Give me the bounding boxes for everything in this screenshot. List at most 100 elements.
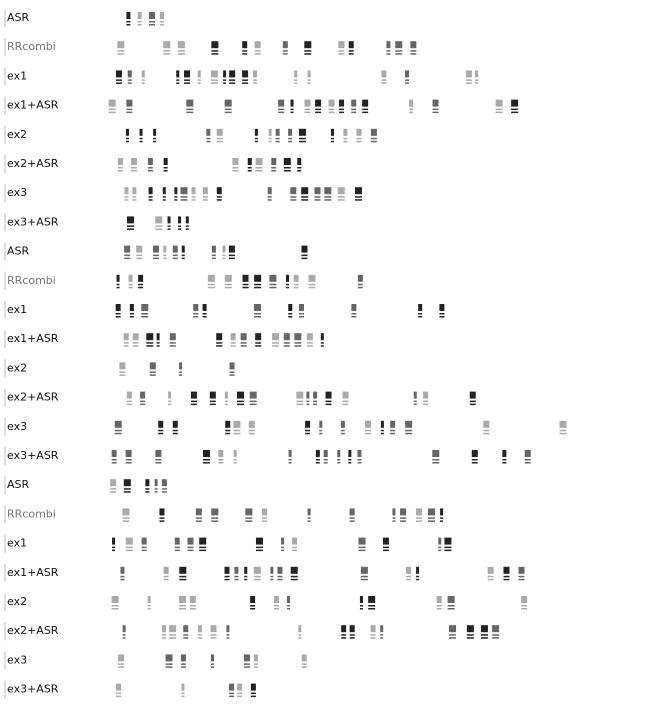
glyph [294,70,297,77]
glyph-tick [298,637,301,639]
glyph-tick [211,520,218,522]
glyph [210,392,216,399]
glyph-tick [294,79,297,81]
glyph-tick [126,24,130,26]
glyph-tick [162,637,166,639]
row-label: ASR [7,245,30,258]
glyph [362,100,368,107]
glyph-tick [371,138,377,140]
glyph-tick [182,255,185,257]
glyph [358,275,363,282]
glyph-tick [315,112,321,114]
glyph-tick [242,79,248,81]
glyph-tick [217,199,222,201]
glyph-tick [321,345,324,347]
glyph [262,508,267,515]
glyph-tick [472,462,478,464]
glyph-tick [281,550,284,552]
glyph-tick [350,634,355,636]
row-label: ex3+ASR [7,449,59,462]
glyph-tick [308,82,311,84]
glyph-tick [119,371,125,373]
glyph-tick [291,112,294,114]
figure: ASRRRcombiex1ex1+ASRex2ex2+ASRex3ex3+ASR… [0,0,654,712]
glyph-tick [234,579,238,581]
glyph [381,70,386,77]
glyph-tick [368,608,375,610]
glyph-tick [176,79,179,81]
glyph-tick [244,663,250,665]
glyph-tick [199,547,206,549]
glyph-tick [350,517,355,519]
glyph-tick [162,488,167,490]
glyph [428,508,435,515]
row-label: ex2 [7,128,27,141]
glyph-tick [350,520,355,522]
glyph [466,70,472,77]
glyph-tick [123,634,126,636]
glyph-tick [211,666,214,668]
glyph [315,100,321,107]
glyph-tick [283,50,288,52]
glyph [350,508,355,515]
glyph [256,538,263,545]
glyph-tick [305,433,310,435]
glyph-tick [400,520,406,522]
glyph [112,596,119,603]
glyph-tick [169,634,176,636]
row-label: RRcombi [7,40,56,53]
glyph [254,567,261,574]
glyph-tick [313,401,317,403]
glyph-tick [519,579,525,581]
glyph-tick [405,82,409,84]
glyph-tick [319,433,322,435]
glyph-tick [294,287,299,289]
glyph-tick [292,547,297,549]
glyph-tick [466,79,472,81]
glyph-tick [116,696,121,698]
glyph-tick [256,550,263,552]
glyph-tick [223,82,226,84]
glyph [164,567,169,574]
glyph-tick [231,342,236,344]
glyph-tick [138,24,142,26]
glyph-tick [164,170,168,172]
glyph-tick [294,82,297,84]
glyph-tick [166,666,173,668]
glyph-tick [186,109,193,111]
glyph-tick [350,637,355,639]
glyph-tick [216,342,222,344]
glyph [390,421,395,428]
glyph-tick [208,284,215,286]
glyph-tick [503,576,509,578]
glyph-tick [153,138,156,140]
glyph [350,625,355,632]
glyph-tick [116,316,121,318]
glyph-tick [392,517,395,519]
glyph-tick [250,404,257,406]
glyph-tick [145,488,149,490]
glyph-tick [109,109,116,111]
glyph [150,362,156,369]
glyph [173,246,178,253]
glyph [296,392,303,399]
glyph [229,684,234,691]
glyph-tick [173,255,178,257]
glyph-tick [126,21,130,23]
glyph-tick [232,167,238,169]
glyph-tick [255,50,261,52]
glyph-tick [178,53,185,55]
glyph-tick [124,491,131,493]
glyph-tick [153,255,159,257]
glyph-tick [277,576,282,578]
glyph [406,567,411,574]
glyph-tick [502,462,506,464]
glyph-tick [131,167,137,169]
glyph [416,508,422,515]
glyph [110,479,116,486]
glyph-tick [355,196,362,198]
glyph-tick [175,550,180,552]
glyph-tick [355,199,362,201]
glyph [338,187,345,194]
glyph-tick [437,608,442,610]
